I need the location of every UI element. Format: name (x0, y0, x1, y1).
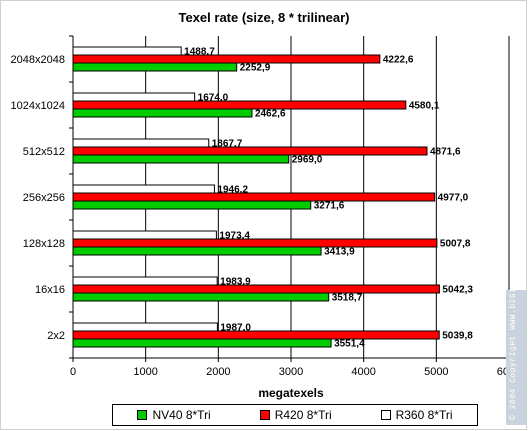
legend-swatch-r360 (380, 410, 391, 420)
bar (72, 338, 332, 348)
data-label: 3551,4 (334, 339, 365, 350)
legend-label-r360: R360 8*Tri (395, 408, 453, 422)
category-label: 256x256 (23, 192, 65, 204)
watermark-text: © 2004 CopyrIgHt WWW.DIGIT-LIFE.COM (509, 234, 518, 420)
x-tick-label: 2000 (206, 366, 230, 378)
data-label: 1674,0 (198, 93, 229, 104)
data-label: 4977,0 (438, 193, 469, 204)
x-tick-label: 3000 (279, 366, 303, 378)
data-label: 1983,9 (220, 277, 251, 288)
legend-item-nv40: NV40 8*Tri (137, 408, 211, 422)
category-label: 128x128 (23, 238, 65, 250)
category-label: 1024x1024 (11, 100, 65, 112)
bar (72, 138, 210, 148)
legend-label-nv40: NV40 8*Tri (152, 408, 211, 422)
data-label: 2969,0 (292, 155, 323, 166)
bar (72, 184, 215, 194)
chart-title: Texel rate (size, 8 * trilinear) (178, 10, 350, 25)
bar (72, 92, 196, 102)
bar (72, 292, 330, 302)
bar (72, 62, 238, 72)
bar (72, 238, 438, 248)
data-label: 3518,7 (332, 293, 363, 304)
bar (72, 192, 436, 202)
x-tick-label: 5000 (424, 366, 448, 378)
category-label: 2x2 (47, 330, 65, 342)
x-axis-label: megatexels (258, 386, 324, 400)
data-label: 5007,8 (440, 239, 471, 250)
bar (72, 46, 182, 56)
data-label: 3413,9 (324, 247, 355, 258)
data-label: 4580,1 (409, 101, 440, 112)
category-label: 2048x2048 (11, 54, 65, 66)
chart-legend: NV40 8*Tri R420 8*Tri R360 8*Tri (112, 404, 478, 426)
bar (72, 146, 428, 156)
data-label: 1973,4 (219, 231, 250, 242)
x-tick-label: 1000 (133, 366, 157, 378)
bar (72, 246, 322, 256)
data-label: 1987,0 (220, 323, 251, 334)
bar (72, 154, 290, 164)
data-label: 1488,7 (184, 47, 215, 58)
category-label: 512x512 (23, 146, 65, 158)
bar (72, 330, 440, 340)
data-label: 1867,7 (212, 139, 243, 150)
legend-label-r420: R420 8*Tri (274, 408, 332, 422)
data-label: 5039,8 (442, 331, 473, 342)
bar (72, 200, 312, 210)
bar (72, 100, 407, 110)
data-label: 2462,6 (255, 109, 286, 120)
data-label: 1946,2 (217, 185, 248, 196)
data-label: 4222,6 (383, 55, 414, 66)
x-tick-label: 0 (70, 366, 76, 378)
legend-swatch-nv40 (137, 410, 148, 420)
bar (72, 54, 381, 64)
category-label: 16x16 (35, 284, 65, 296)
data-label: 3271,6 (314, 201, 345, 212)
bar (72, 276, 218, 286)
bar (72, 230, 217, 240)
legend-swatch-r420 (259, 410, 270, 420)
bar (72, 322, 218, 332)
data-label: 2252,9 (240, 63, 271, 74)
bar (72, 108, 253, 118)
legend-item-r360: R360 8*Tri (380, 408, 453, 422)
data-label: 4871,6 (430, 147, 461, 158)
watermark-strip: © 2004 CopyrIgHt WWW.DIGIT-LIFE.COM (506, 234, 526, 425)
x-tick-label: 4000 (351, 366, 375, 378)
legend-item-r420: R420 8*Tri (259, 408, 332, 422)
bar (72, 284, 440, 294)
data-label: 5042,3 (442, 285, 473, 296)
